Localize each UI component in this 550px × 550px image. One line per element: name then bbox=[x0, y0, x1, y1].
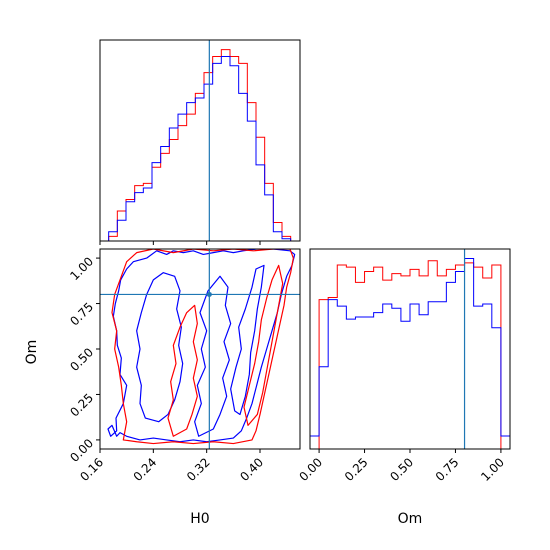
contour-y-axis-label: Om bbox=[24, 340, 40, 365]
contour-y-tick-label-4: 1.00 bbox=[67, 254, 96, 283]
contour-line-5 bbox=[111, 249, 294, 445]
h0-histogram-frame bbox=[99, 39, 301, 242]
contour-line-4 bbox=[230, 264, 265, 416]
contour-x-tick-label-3: 0.40 bbox=[237, 455, 266, 484]
contour-line-3 bbox=[194, 275, 232, 437]
contour-y-tick-label-2: 0.50 bbox=[67, 345, 96, 374]
contour-x-axis-label: H0 bbox=[190, 511, 209, 527]
om-histogram-x-ticks: 0.00 0.25 0.50 0.75 1.00 bbox=[296, 449, 507, 484]
contour-y-ticks: 0.000.250.500.751.00 bbox=[67, 254, 100, 465]
h0-histogram-series-2 bbox=[100, 55, 300, 241]
h0-histogram-ticks bbox=[99, 241, 261, 245]
om-x-tick-label-2: 0.50 bbox=[387, 455, 416, 484]
contour-x-ticks: 0.16 0.24 0.32 0.40 bbox=[77, 449, 266, 484]
h0-histogram-series-1 bbox=[100, 49, 300, 241]
contour-line-6 bbox=[167, 304, 198, 437]
h0-histogram-plot-area bbox=[100, 40, 300, 241]
om-histogram-series-1 bbox=[310, 260, 510, 449]
contour-y-tick-label-3: 0.75 bbox=[67, 300, 96, 329]
om-histogram-frame bbox=[309, 248, 511, 450]
om-histogram-plot-area bbox=[310, 249, 510, 449]
contour-line-2 bbox=[136, 272, 184, 423]
contour-y-tick-label-1: 0.25 bbox=[67, 391, 96, 420]
contour-frame bbox=[99, 248, 301, 450]
om-histogram-series-2 bbox=[310, 258, 510, 449]
contour-line-7 bbox=[243, 264, 284, 426]
om-x-tick-label-1: 0.25 bbox=[342, 455, 371, 484]
om-histogram-x-axis-label: Om bbox=[398, 511, 423, 527]
om-x-tick-label-3: 0.75 bbox=[433, 455, 462, 484]
h0-om-contour-panel: 0.16 0.24 0.32 0.40 0.000.250.500.751.00 H0… bbox=[24, 248, 301, 527]
contour-line-1 bbox=[107, 249, 296, 443]
contour-plot-area bbox=[100, 249, 300, 449]
om-x-tick-label-4: 1.00 bbox=[478, 455, 507, 484]
contour-truth-marker bbox=[206, 291, 212, 297]
contour-x-tick-label-2: 0.32 bbox=[184, 455, 213, 484]
om-x-tick-label-0: 0.00 bbox=[296, 455, 325, 484]
contour-x-tick-label-1: 0.24 bbox=[131, 455, 160, 484]
om-histogram-panel: 0.00 0.25 0.50 0.75 1.00 Om bbox=[296, 248, 511, 527]
h0-histogram-panel bbox=[99, 39, 301, 245]
